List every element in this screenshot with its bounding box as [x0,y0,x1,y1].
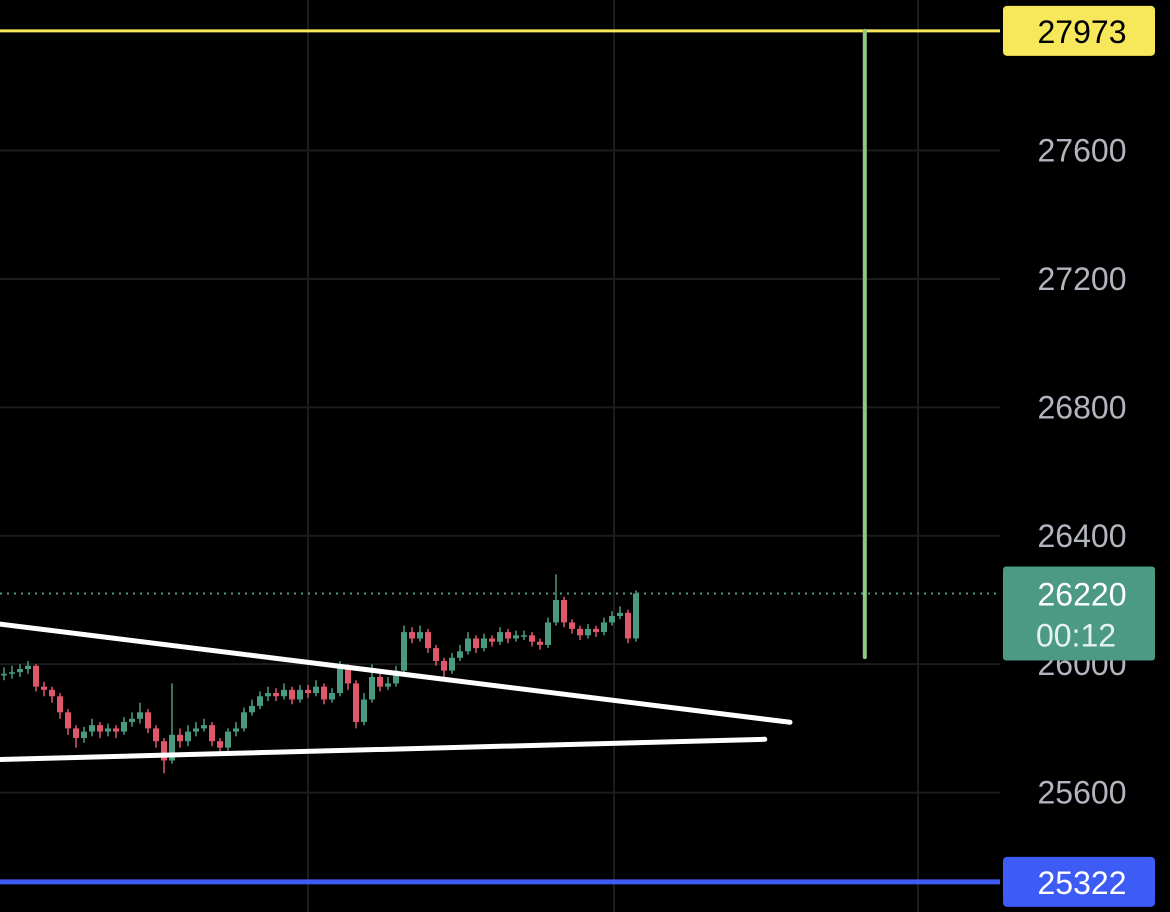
candle-body [305,689,311,694]
candle-body [593,628,599,633]
candle-body [633,593,639,639]
candle-body [497,632,503,642]
candle-body [273,693,279,697]
candle-body [529,635,535,642]
candle-body [449,657,455,671]
candle-body [329,693,335,700]
candle-body [289,689,295,700]
candle-body [577,628,583,636]
candle-body [473,638,479,649]
candle-body [481,638,487,649]
candle-body [337,667,343,694]
candle-body [513,635,519,639]
candle-body [177,734,183,742]
candle-body [401,632,407,671]
candle-body [361,699,367,722]
candle-body [201,725,207,729]
candle-body [105,728,111,732]
y-tick-label: 27200 [1038,261,1127,297]
candle-body [465,638,471,652]
candle-body [145,712,151,729]
candle-body [417,632,423,639]
candle-body [41,686,47,690]
candle-body [537,641,543,645]
candle-body [425,632,431,649]
candle-body [257,696,263,706]
candle-body [369,677,375,700]
candle-body [601,622,607,633]
price-label: 27973 [1038,14,1127,50]
price-label-box [1003,5,1155,56]
candle-body [137,712,143,719]
candle-body [185,731,191,742]
y-tick-label: 27600 [1038,133,1127,169]
y-tick-label: 26400 [1038,518,1127,554]
candle-body [209,725,215,742]
candle-body [89,725,95,732]
candle-body [65,712,71,729]
candle-body [505,632,511,639]
candle-body [241,712,247,729]
candle-body [1,673,7,676]
candle-body [553,599,559,623]
candle-body [625,612,631,639]
candle-body [353,683,359,722]
candle-body [217,741,223,748]
candle-body [489,638,495,642]
candle-body [321,686,327,700]
candle-body [121,721,127,732]
candle-body [585,628,591,636]
candle-body [97,725,103,732]
candle-body [545,622,551,645]
candle-body [521,635,527,637]
candle-body [153,728,159,742]
candle-body [81,731,87,739]
candle-body [49,689,55,697]
candle-body [161,741,167,761]
candle-body [569,622,575,629]
candle-body [33,665,39,687]
candle-body [73,728,79,739]
trendline [0,736,768,763]
price-label: 25322 [1038,865,1127,901]
candle-body [225,731,231,748]
last-price-label: 26220 [1038,577,1127,613]
candle-body [617,612,623,617]
candle-body [609,616,615,623]
candle-body [441,660,447,671]
y-tick-label: 25600 [1038,775,1127,811]
candle-body [17,668,23,673]
last-price-box [1003,566,1155,661]
candle-body [193,728,199,732]
candle-body [249,705,255,713]
candle-body [233,728,239,732]
candle-body [313,686,319,694]
y-tick-label: 26800 [1038,389,1127,425]
candle-body [457,651,463,658]
candle-body [57,696,63,713]
candle-body [409,632,415,639]
candle-body [281,689,287,697]
candle-body [393,670,399,684]
candle-body [345,667,351,684]
candle-body [561,599,567,623]
candle-body [129,718,135,722]
candle-body [169,734,175,761]
candle-body [265,693,271,697]
candle-body [377,677,383,687]
candle-body [113,728,119,732]
candle-body [297,689,303,700]
trendline [0,621,793,725]
candle-body [433,648,439,661]
countdown-label: 00:12 [1036,618,1116,654]
candle-body [385,683,391,687]
candle-body [9,672,15,674]
price-axis [1002,0,1170,912]
price-label-box [1003,856,1155,907]
candle-body [25,665,31,669]
